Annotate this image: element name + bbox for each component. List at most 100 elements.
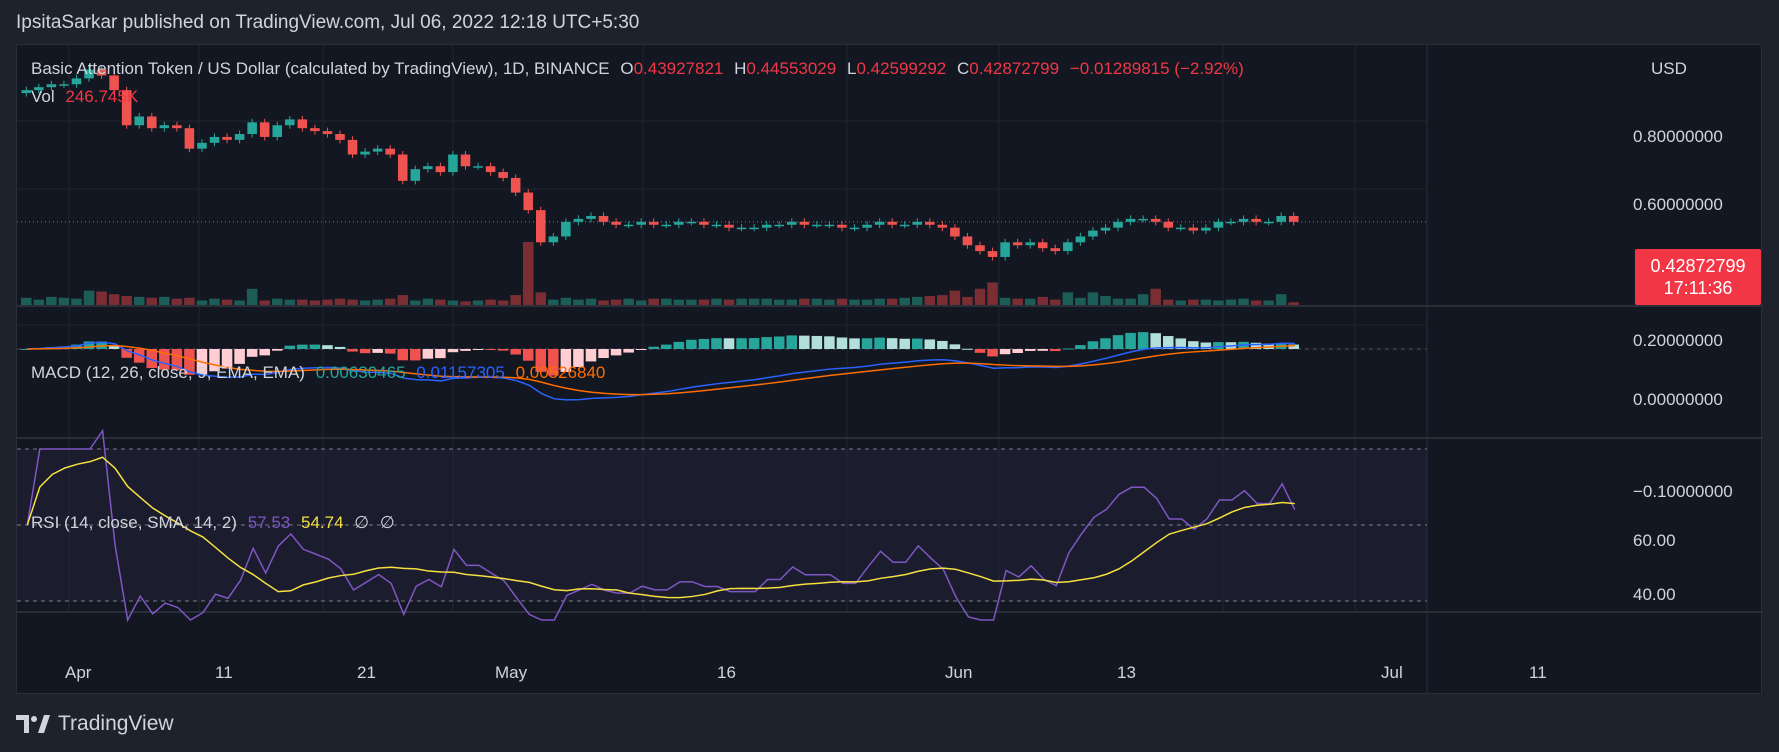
volume-bar [1162, 299, 1174, 305]
candle-body [661, 224, 672, 227]
volume-bar [21, 297, 32, 305]
volume-bar [899, 297, 910, 305]
volume-bar [824, 299, 835, 305]
volume-bar [811, 298, 823, 305]
macd-histogram-bar [937, 340, 948, 349]
volume-bar [284, 299, 296, 305]
candle-body [234, 134, 245, 140]
candle-body [1000, 242, 1010, 257]
volume-bar [58, 297, 70, 305]
volume-bar [121, 296, 132, 305]
macd-histogram-bar [297, 344, 308, 349]
macd-signal-value: 0.00526840 [515, 363, 606, 382]
candle-body [109, 75, 119, 91]
volume-bar [962, 296, 973, 305]
macd-histogram-bar [83, 341, 95, 349]
candle-body [1251, 218, 1261, 222]
volume-bar [460, 301, 471, 305]
candle-body [84, 69, 94, 79]
volume-bar [786, 299, 798, 305]
candle-body [159, 125, 170, 129]
macd-histogram-bar [397, 349, 409, 361]
candle-body [448, 154, 458, 173]
volume-bar [422, 298, 434, 305]
candle-body [987, 251, 998, 257]
macd-histogram-bar [435, 349, 446, 359]
volume-bar [133, 296, 145, 305]
macd-histogram-bar [786, 335, 798, 349]
macd-histogram-bar [234, 349, 245, 364]
candle-body [937, 224, 948, 228]
change-value: −0.01289815 (−2.92%) [1069, 59, 1244, 78]
last-price-value: 0.42872799 [1650, 256, 1746, 276]
volume-bar [1125, 298, 1136, 305]
chart-canvas[interactable] [17, 45, 1763, 695]
volume-bar [736, 298, 747, 305]
volume-bar [1175, 300, 1187, 305]
macd-histogram-bar [485, 349, 496, 350]
volume-bar [1238, 298, 1249, 305]
candle-body [573, 218, 584, 222]
macd-histogram-bar [410, 349, 421, 361]
candle-body [561, 221, 571, 237]
volume-bar [372, 299, 383, 305]
candle-body [46, 84, 57, 88]
macd-histogram-bar [171, 349, 183, 371]
volume-bar [159, 296, 170, 305]
candle-body [1100, 227, 1111, 231]
macd-title: MACD (12, 26, close, 9, EMA, EMA) [31, 363, 305, 382]
macd-histogram-bar [510, 349, 521, 355]
candle-body [636, 221, 646, 225]
time-tick: Jun [945, 663, 973, 682]
time-tick: Jul [1381, 663, 1403, 682]
symbol-title: Basic Attention Token / US Dollar (calcu… [31, 59, 610, 78]
published-header: IpsitaSarkar published on TradingView.co… [16, 12, 640, 33]
volume-bar [999, 297, 1011, 305]
candle-body [912, 221, 923, 225]
macd-legend: MACD (12, 26, close, 9, EMA, EMA) 0.0063… [31, 363, 611, 383]
macd-histogram-bar [209, 349, 220, 372]
macd-histogram-bar [535, 349, 547, 372]
chart-frame[interactable]: Basic Attention Token / US Dollar (calcu… [16, 44, 1763, 695]
candle-body [1037, 242, 1048, 249]
macd-histogram-bar [761, 337, 772, 349]
volume-bar [987, 282, 998, 305]
price-tick: 0.80000000 [1633, 127, 1723, 146]
volume-legend: Vol 246.745K [31, 87, 144, 107]
candle-body [335, 134, 345, 140]
rsi-value: 57.53 [247, 513, 291, 532]
volume-bar [184, 297, 195, 305]
volume-bar [861, 299, 873, 305]
macd-histogram-bar [159, 349, 170, 370]
time-tick: 11 [1529, 663, 1547, 682]
candle-body [925, 221, 935, 225]
macd-histogram-bar [698, 338, 710, 349]
macd-histogram-bar [585, 349, 597, 362]
candle-body [711, 224, 722, 227]
macd-histogram-bar [1175, 338, 1187, 349]
volume-bar [623, 298, 634, 305]
macd-histogram-bar [723, 338, 735, 349]
candle-body [849, 227, 860, 230]
macd-histogram-bar [962, 348, 973, 350]
volume-bar [221, 299, 233, 305]
candle-body [134, 116, 144, 126]
candle-body [812, 224, 822, 227]
volume-bar [485, 299, 496, 305]
volume-bar [1012, 298, 1023, 305]
volume-bar [748, 298, 760, 305]
macd-histogram-bar [748, 338, 760, 349]
macd-tick: −0.10000000 [1633, 482, 1733, 501]
candle-body [322, 131, 333, 135]
candle-body [975, 245, 985, 252]
macd-histogram-bar [861, 338, 873, 349]
tradingview-brand[interactable]: TradingView [16, 712, 174, 736]
time-tick: 13 [1117, 663, 1136, 682]
candle-body [1226, 221, 1236, 224]
volume-bar [886, 298, 898, 305]
volume-bar [96, 291, 107, 305]
candle-body [259, 122, 270, 137]
macd-histogram-bar [1137, 332, 1149, 349]
volume-bar [71, 298, 82, 305]
macd-histogram-bar [560, 349, 572, 372]
